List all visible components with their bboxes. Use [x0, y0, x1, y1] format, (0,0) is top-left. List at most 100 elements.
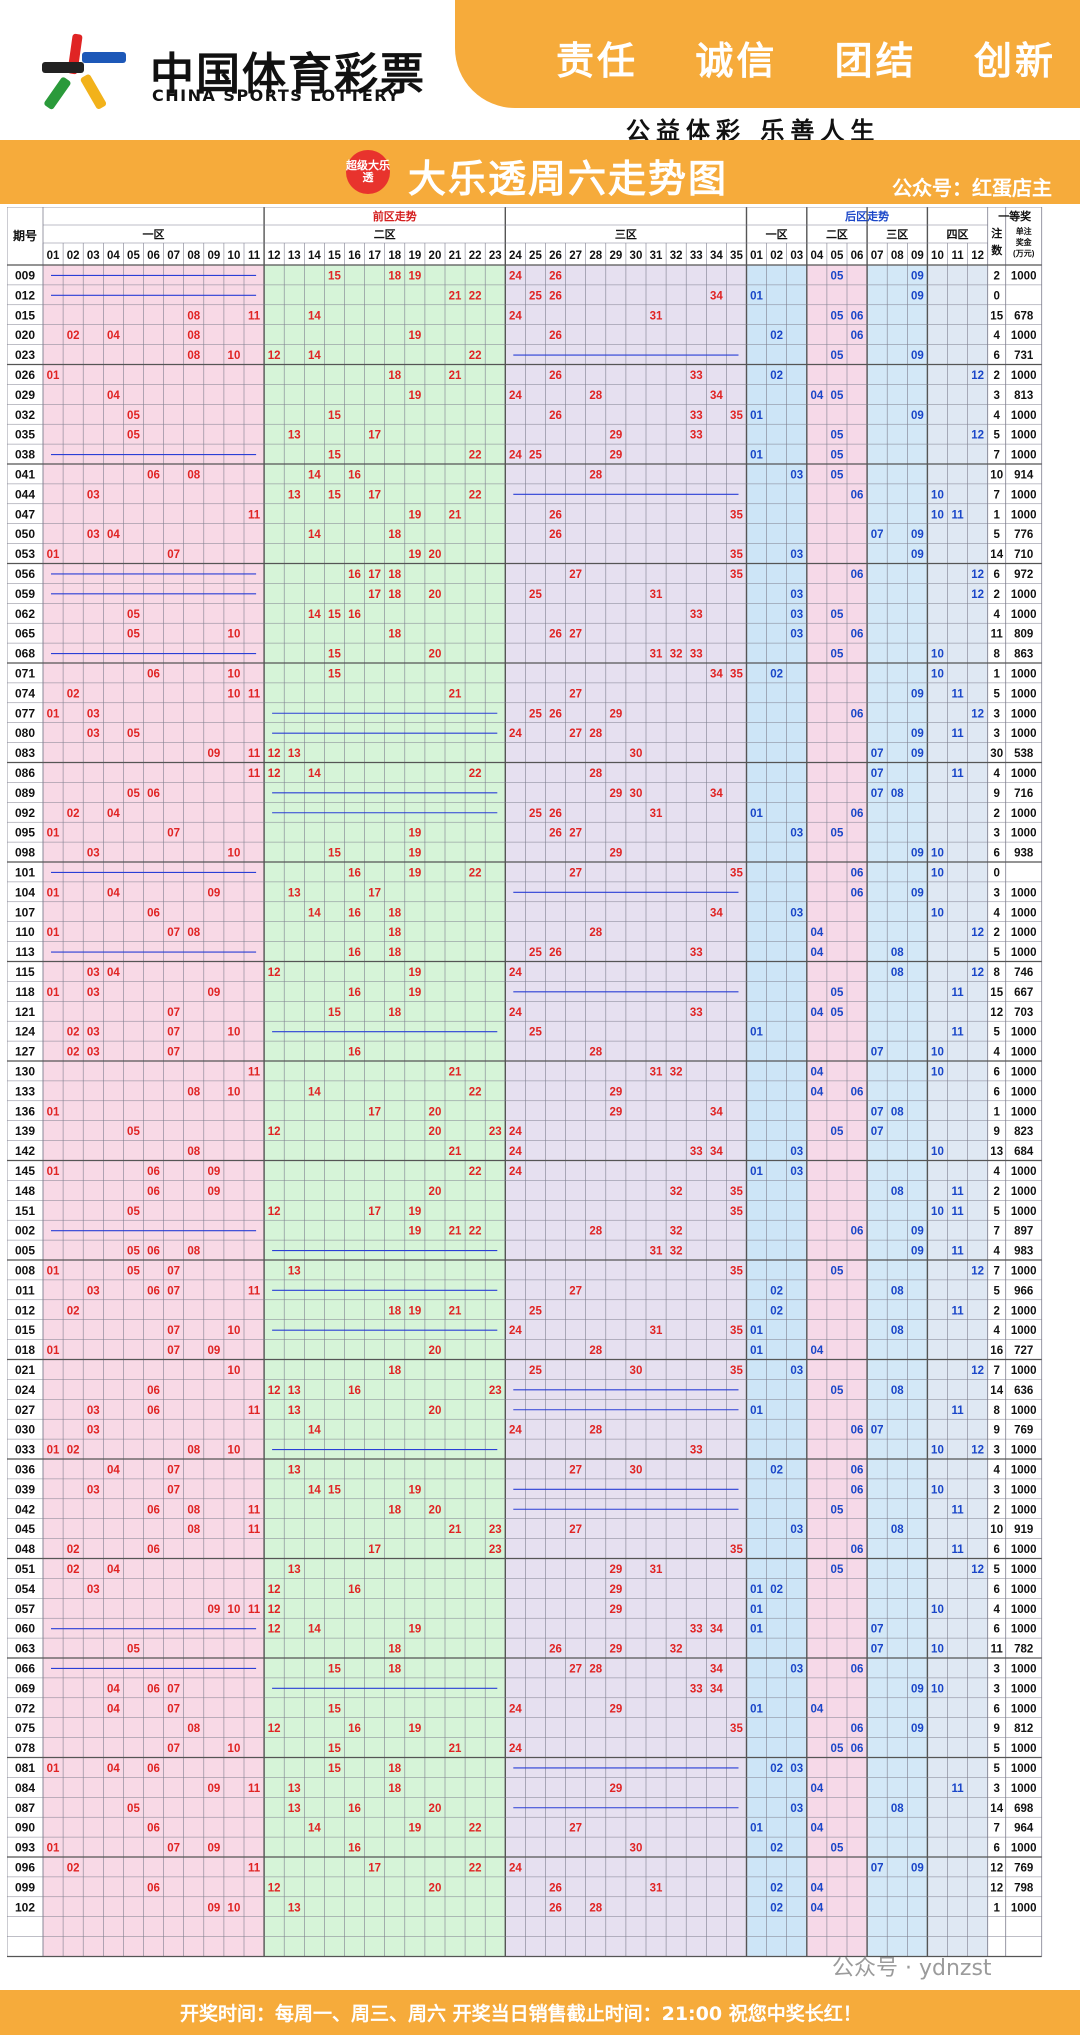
winner-count: 15 — [990, 987, 1003, 999]
prize-amount: 966 — [1014, 1285, 1033, 1297]
front-ball: 22 — [469, 489, 482, 501]
issue-number: 063 — [15, 1642, 35, 1656]
back-ball: 09 — [911, 529, 924, 541]
front-ball: 22 — [469, 867, 482, 879]
front-zone-title: 前区走势 — [373, 209, 417, 223]
front-ball: 35 — [730, 1265, 743, 1277]
back-ball: 02 — [770, 1763, 783, 1775]
amount-header: 单注 — [1016, 226, 1032, 236]
front-ball: 11 — [248, 1524, 261, 1536]
back-ball: 10 — [931, 848, 944, 860]
issue-number: 066 — [15, 1661, 35, 1675]
front-ball: 14 — [308, 609, 321, 621]
front-ball: 09 — [207, 987, 220, 999]
front-ball: 24 — [509, 1146, 522, 1158]
front-ball: 05 — [127, 430, 140, 442]
front-ball: 06 — [147, 1186, 160, 1198]
front-ball: 05 — [127, 629, 140, 641]
front-ball: 07 — [167, 1047, 180, 1059]
issue-number: 015 — [15, 308, 35, 322]
back-ball: 10 — [931, 1146, 944, 1158]
back-ball: 05 — [831, 430, 844, 442]
front-ball: 06 — [147, 1683, 160, 1695]
front-ball: 17 — [368, 489, 381, 501]
back-ball: 05 — [831, 1743, 844, 1755]
front-ball: 21 — [449, 290, 462, 302]
issue-number: 083 — [15, 746, 35, 760]
back-ball: 05 — [831, 1843, 844, 1855]
winner-count: 14 — [990, 1385, 1003, 1397]
prize-amount: 746 — [1014, 967, 1033, 979]
front-ball: 16 — [348, 1803, 361, 1815]
issue-number: 062 — [15, 607, 35, 621]
back-ball: 03 — [790, 629, 803, 641]
issue-number: 045 — [15, 1522, 35, 1536]
front-ball: 16 — [348, 987, 361, 999]
prize-amount: 1000 — [1011, 1564, 1037, 1576]
front-ball: 26 — [549, 808, 562, 820]
motto: 诚信 — [695, 39, 778, 83]
winner-count: 10 — [990, 1524, 1003, 1536]
front-ball: 05 — [127, 1803, 140, 1815]
account-label: 公众号：红蛋店主 — [892, 176, 1052, 200]
winner-count: 5 — [993, 947, 1000, 959]
issue-number: 060 — [15, 1622, 35, 1636]
front-ball: 17 — [368, 1206, 381, 1218]
front-ball: 26 — [549, 708, 562, 720]
prize-amount: 964 — [1014, 1823, 1034, 1835]
front-ball: 12 — [268, 1126, 281, 1138]
front-ball: 06 — [147, 1385, 160, 1397]
front-ball: 30 — [630, 788, 643, 800]
front-ball: 21 — [449, 1226, 462, 1238]
issue-number: 087 — [15, 1801, 35, 1815]
back-ball: 04 — [810, 1345, 823, 1357]
column-number: 01 — [750, 250, 763, 262]
column-number: 18 — [388, 250, 401, 262]
back-ball: 01 — [750, 290, 763, 302]
back-ball: 06 — [851, 1484, 864, 1496]
zone-background — [43, 265, 265, 1957]
back-ball: 01 — [750, 1823, 763, 1835]
issue-number: 029 — [15, 388, 35, 402]
front-ball: 03 — [87, 708, 100, 720]
front-ball: 15 — [328, 848, 341, 860]
front-ball: 22 — [469, 1086, 482, 1098]
front-ball: 11 — [248, 1604, 261, 1616]
front-ball: 13 — [288, 887, 301, 899]
back-ball: 11 — [951, 688, 964, 700]
front-ball: 14 — [308, 1823, 321, 1835]
back-ball: 11 — [951, 1405, 964, 1417]
issue-number: 065 — [15, 627, 35, 641]
front-ball: 24 — [509, 728, 522, 740]
front-ball: 09 — [207, 1843, 220, 1855]
front-ball: 08 — [187, 1445, 200, 1457]
back-ball: 12 — [971, 430, 984, 442]
issue-number: 080 — [15, 726, 35, 740]
back-ball: 11 — [951, 1504, 964, 1516]
back-ball: 01 — [750, 1345, 763, 1357]
winner-count: 14 — [990, 549, 1003, 561]
issue-number: 035 — [15, 428, 35, 442]
back-ball: 12 — [971, 589, 984, 601]
front-ball: 05 — [127, 1265, 140, 1277]
front-ball: 28 — [589, 1047, 602, 1059]
winner-count: 13 — [990, 1146, 1003, 1158]
front-ball: 07 — [167, 1007, 180, 1019]
winner-count: 2 — [993, 927, 999, 939]
watermark: 公众号 · ydnzst — [832, 1956, 992, 1981]
issue-number: 081 — [15, 1761, 35, 1775]
issue-number: 048 — [15, 1542, 35, 1556]
front-ball: 33 — [690, 1445, 703, 1457]
front-ball: 10 — [228, 1365, 241, 1377]
column-number: 04 — [107, 250, 120, 262]
front-ball: 06 — [147, 788, 160, 800]
back-ball: 06 — [851, 629, 864, 641]
column-number: 16 — [348, 250, 361, 262]
back-ball: 01 — [750, 450, 763, 462]
back-ball: 03 — [790, 907, 803, 919]
zone-label: 二区 — [826, 228, 848, 241]
front-ball: 13 — [288, 1464, 301, 1476]
front-ball: 35 — [730, 410, 743, 422]
game-logo-badge: 超级大乐透 — [346, 150, 390, 194]
back-ball: 03 — [790, 1763, 803, 1775]
